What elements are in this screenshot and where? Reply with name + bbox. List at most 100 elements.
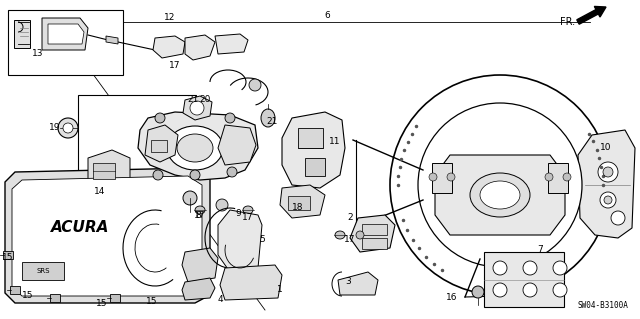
Text: 15: 15: [22, 291, 34, 300]
FancyArrow shape: [577, 6, 606, 24]
Text: 15: 15: [3, 254, 13, 263]
Polygon shape: [50, 294, 60, 302]
Text: SW04-B3100A: SW04-B3100A: [577, 301, 628, 310]
Ellipse shape: [167, 126, 223, 170]
Polygon shape: [5, 168, 210, 303]
Ellipse shape: [563, 173, 571, 181]
Text: 21: 21: [188, 95, 198, 105]
Ellipse shape: [177, 134, 213, 162]
Polygon shape: [183, 96, 212, 120]
Text: SRS: SRS: [36, 268, 50, 274]
Polygon shape: [138, 112, 258, 180]
Text: 11: 11: [329, 137, 340, 146]
Bar: [298, 128, 323, 148]
Ellipse shape: [58, 118, 78, 138]
Polygon shape: [110, 294, 120, 302]
Text: 13: 13: [32, 49, 44, 58]
Text: 21: 21: [266, 117, 278, 127]
Ellipse shape: [600, 192, 616, 208]
Ellipse shape: [195, 206, 205, 214]
Ellipse shape: [523, 261, 537, 275]
Bar: [22, 262, 64, 280]
Polygon shape: [218, 125, 256, 165]
Ellipse shape: [261, 109, 275, 127]
Text: 18: 18: [292, 204, 304, 212]
Polygon shape: [220, 265, 282, 300]
Bar: [305, 158, 325, 176]
Ellipse shape: [63, 123, 73, 133]
Ellipse shape: [429, 173, 437, 181]
Text: 15: 15: [96, 300, 108, 308]
Ellipse shape: [216, 199, 228, 211]
Ellipse shape: [603, 167, 613, 177]
Text: 17: 17: [169, 61, 180, 70]
Text: 17: 17: [195, 211, 205, 219]
Ellipse shape: [447, 173, 455, 181]
Polygon shape: [350, 215, 395, 252]
Polygon shape: [218, 210, 262, 272]
Polygon shape: [145, 125, 178, 162]
Ellipse shape: [480, 181, 520, 209]
Polygon shape: [3, 251, 13, 259]
Ellipse shape: [472, 286, 484, 298]
Text: 4: 4: [217, 295, 223, 305]
Ellipse shape: [183, 191, 197, 205]
Bar: [288, 196, 310, 210]
Text: 6: 6: [324, 11, 330, 19]
Ellipse shape: [553, 261, 567, 275]
Ellipse shape: [155, 113, 165, 123]
Bar: [362, 224, 387, 235]
Polygon shape: [48, 24, 84, 44]
Ellipse shape: [493, 283, 507, 297]
Polygon shape: [14, 20, 30, 48]
Polygon shape: [578, 130, 635, 238]
Text: 12: 12: [164, 13, 176, 23]
Text: 3: 3: [345, 278, 351, 286]
Bar: [484, 252, 564, 307]
Text: ACURA: ACURA: [51, 220, 109, 235]
Ellipse shape: [611, 211, 625, 225]
Ellipse shape: [604, 196, 612, 204]
Text: 20: 20: [199, 95, 211, 105]
Text: 17: 17: [243, 213, 253, 222]
Ellipse shape: [190, 101, 204, 115]
Ellipse shape: [153, 170, 163, 180]
Text: 16: 16: [446, 293, 458, 302]
Ellipse shape: [249, 79, 261, 91]
Text: 8: 8: [195, 211, 201, 219]
Text: 5: 5: [259, 235, 265, 244]
Polygon shape: [182, 248, 218, 282]
Polygon shape: [338, 272, 378, 295]
Text: 1: 1: [277, 286, 283, 294]
Ellipse shape: [545, 173, 553, 181]
Ellipse shape: [493, 261, 507, 275]
Bar: [8, 10, 123, 75]
Bar: [78, 95, 196, 195]
Ellipse shape: [356, 231, 364, 239]
Circle shape: [418, 103, 582, 267]
Polygon shape: [153, 36, 185, 58]
Ellipse shape: [190, 170, 200, 180]
Polygon shape: [282, 112, 345, 188]
Polygon shape: [185, 35, 215, 60]
Text: FR.: FR.: [560, 17, 575, 27]
Polygon shape: [10, 286, 20, 294]
Text: 9: 9: [235, 209, 241, 218]
Ellipse shape: [335, 231, 345, 239]
Text: 14: 14: [94, 188, 106, 197]
Ellipse shape: [225, 113, 235, 123]
Text: 17: 17: [344, 235, 356, 244]
Polygon shape: [106, 36, 118, 44]
Ellipse shape: [553, 283, 567, 297]
Ellipse shape: [227, 167, 237, 177]
Polygon shape: [280, 185, 325, 218]
Text: 7: 7: [537, 246, 543, 255]
Polygon shape: [435, 155, 565, 235]
Text: 19: 19: [49, 123, 61, 132]
Bar: [93, 163, 115, 179]
Polygon shape: [432, 163, 452, 193]
Bar: [151, 140, 167, 152]
Polygon shape: [215, 34, 248, 54]
Polygon shape: [548, 163, 568, 193]
Text: 2: 2: [347, 213, 353, 222]
